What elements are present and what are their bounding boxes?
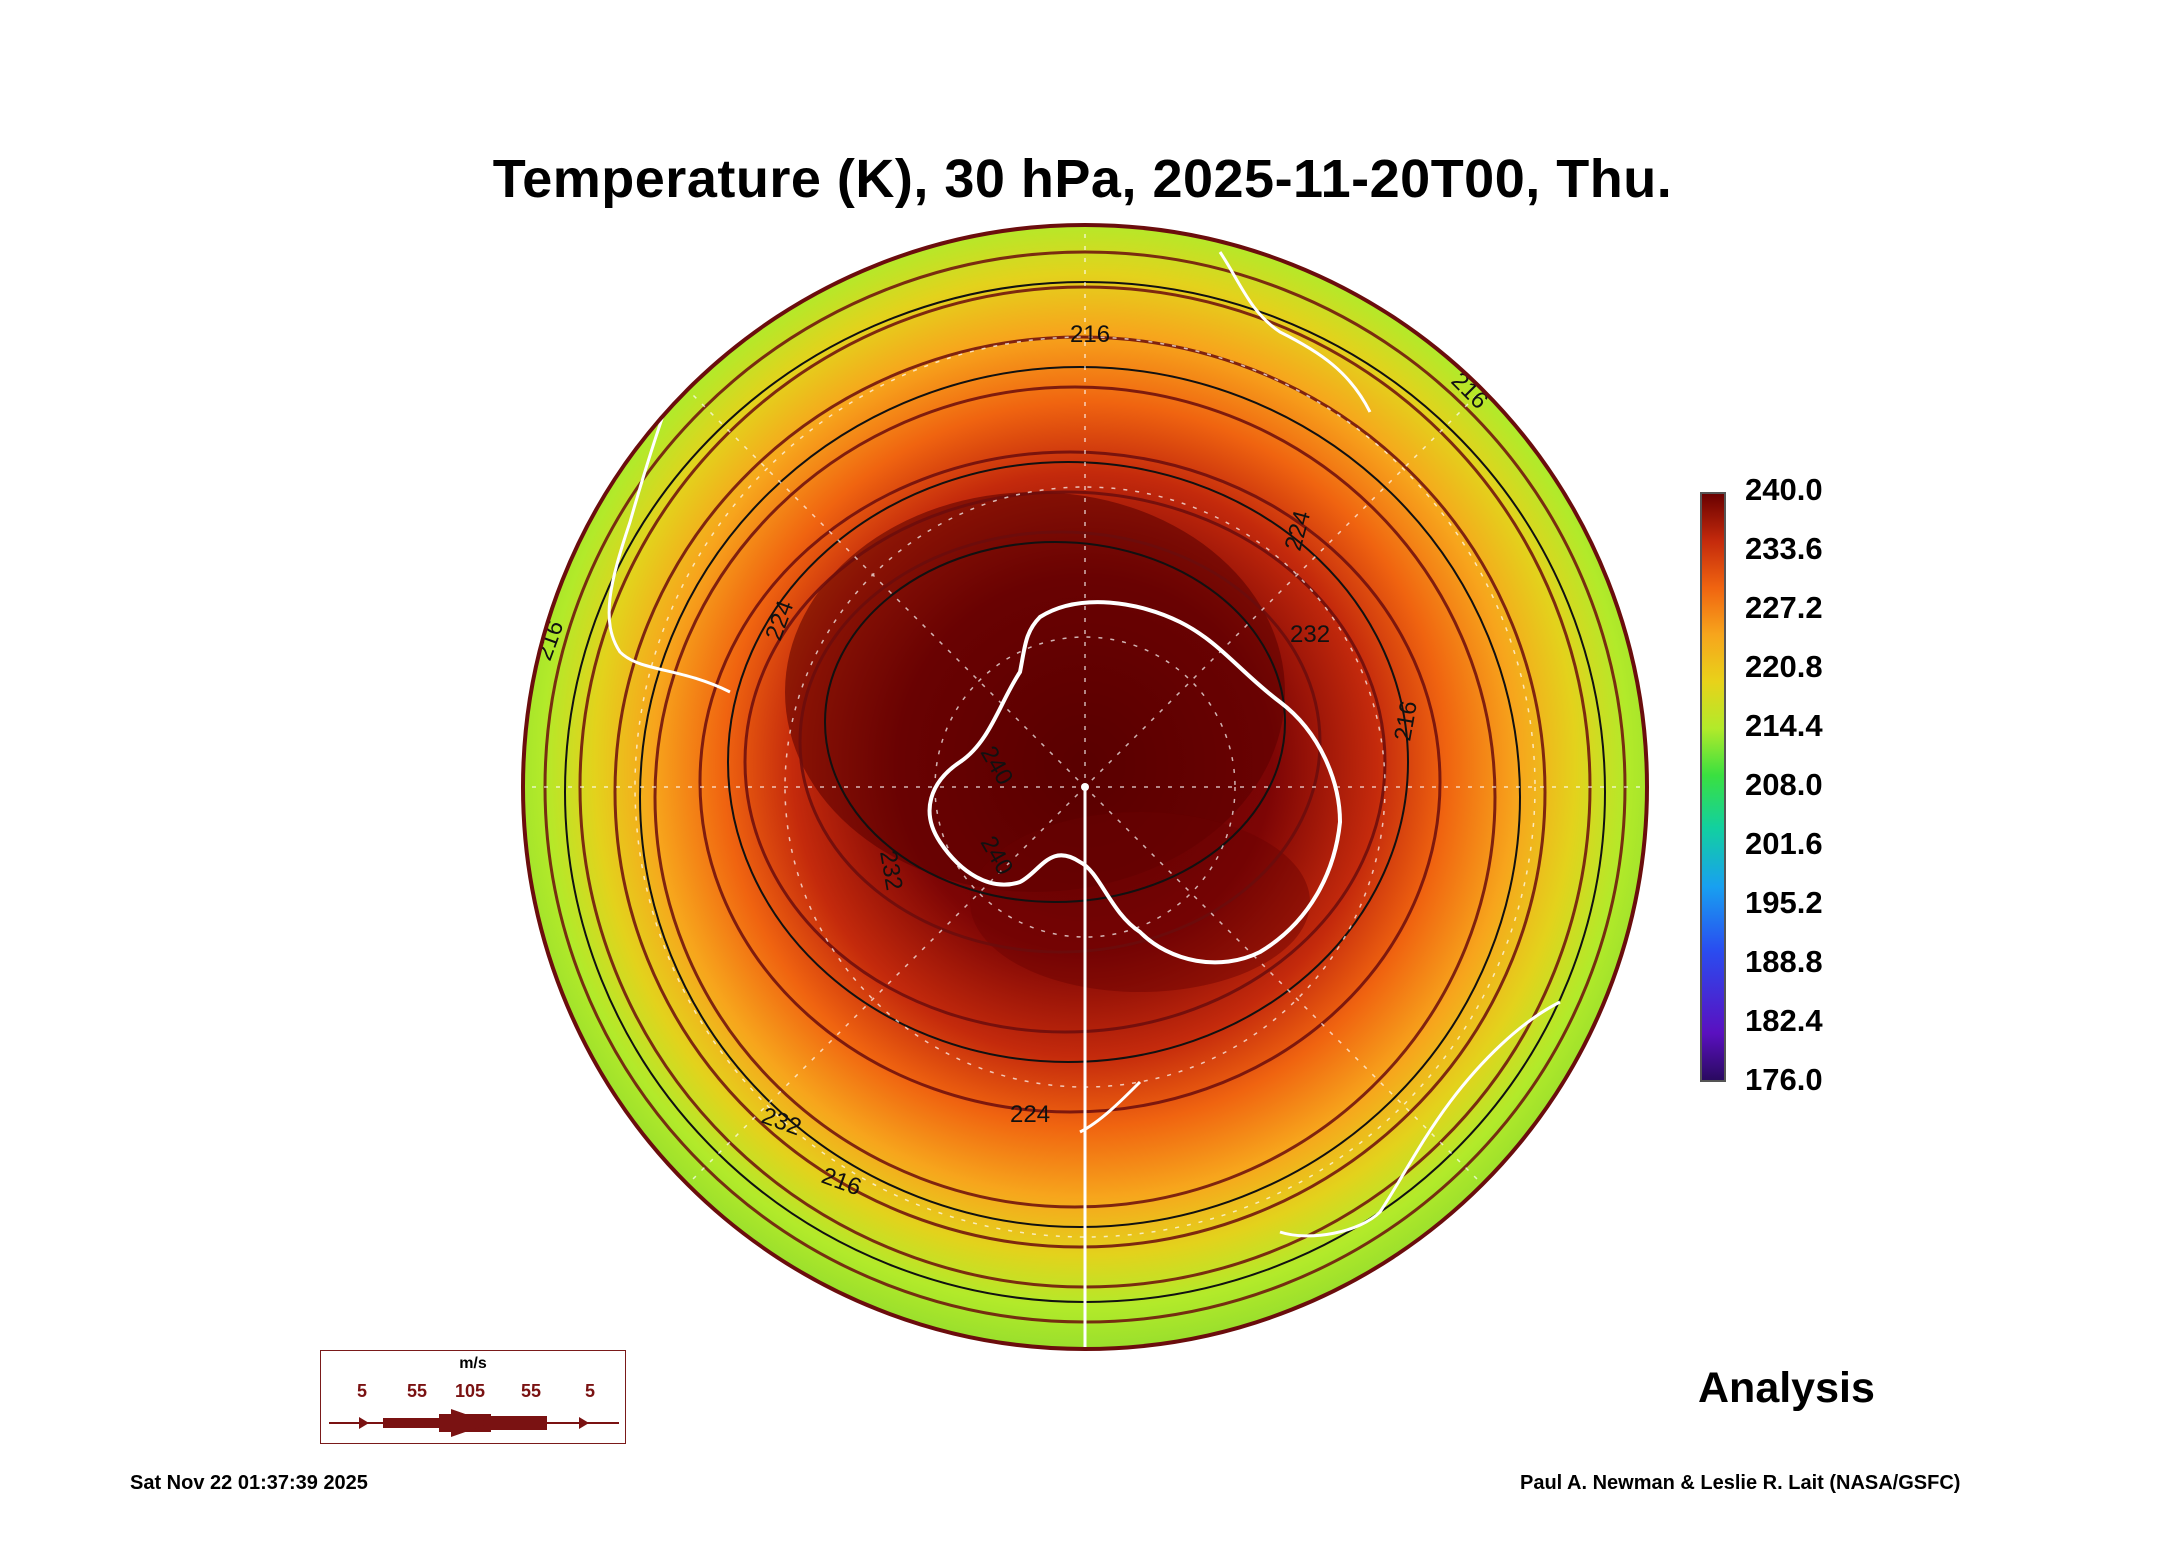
credit: Paul A. Newman & Leslie R. Lait (NASA/GS…	[1520, 1472, 1961, 1494]
colorbar	[1700, 492, 1726, 1082]
colorbar-labels: 240.0 233.6 227.2 220.8 214.4 208.0 201.6 195.2…	[1745, 470, 1885, 1110]
antarctica-coastline	[927, 600, 1343, 965]
colorbar-label: 233.6	[1745, 531, 1823, 566]
contour-label: 232	[1290, 621, 1330, 648]
wind-legend-value: 105	[455, 1381, 486, 1401]
wind-legend-arrow	[329, 1409, 619, 1437]
colorbar-label: 195.2	[1745, 885, 1823, 920]
colorbar-label: 201.6	[1745, 826, 1823, 861]
colorbar-label: 208.0	[1745, 767, 1823, 802]
map-border	[521, 223, 1649, 1351]
colorbar-label: 240.0	[1745, 472, 1823, 507]
wind-speed-legend: m/s 5 55 105 55 5	[320, 1350, 626, 1444]
polar-temperature-map: 216 216 216 216 224 224 224 232 232 232 …	[521, 223, 1649, 1351]
colorbar-label: 220.8	[1745, 649, 1823, 684]
wind-legend-value: 55	[407, 1381, 428, 1401]
wind-legend-value: 55	[521, 1381, 542, 1401]
colorbar-label: 227.2	[1745, 590, 1823, 625]
africa-coastline	[1218, 251, 1372, 413]
warm-secondary-region	[970, 812, 1310, 992]
wind-legend-value: 5	[585, 1381, 596, 1401]
colorbar-label: 182.4	[1745, 1003, 1823, 1038]
warm-core-region	[785, 492, 1285, 892]
australia-coastline	[1279, 1000, 1561, 1238]
wind-legend-value: 5	[357, 1381, 368, 1401]
colorbar-label: 176.0	[1745, 1062, 1823, 1097]
chart-title: Temperature (K), 30 hPa, 2025-11-20T00, …	[492, 149, 1673, 209]
colorbar-label: 188.8	[1745, 944, 1823, 979]
colorbar-label: 214.4	[1745, 708, 1823, 743]
contour-label: 216	[1070, 321, 1110, 348]
product-label: Analysis	[1698, 1364, 1875, 1412]
timestamp: Sat Nov 22 01:37:39 2025	[130, 1472, 368, 1494]
contour-label: 224	[1010, 1101, 1050, 1128]
south-pole-marker	[1081, 783, 1089, 791]
wind-legend-unit: m/s	[459, 1355, 487, 1372]
